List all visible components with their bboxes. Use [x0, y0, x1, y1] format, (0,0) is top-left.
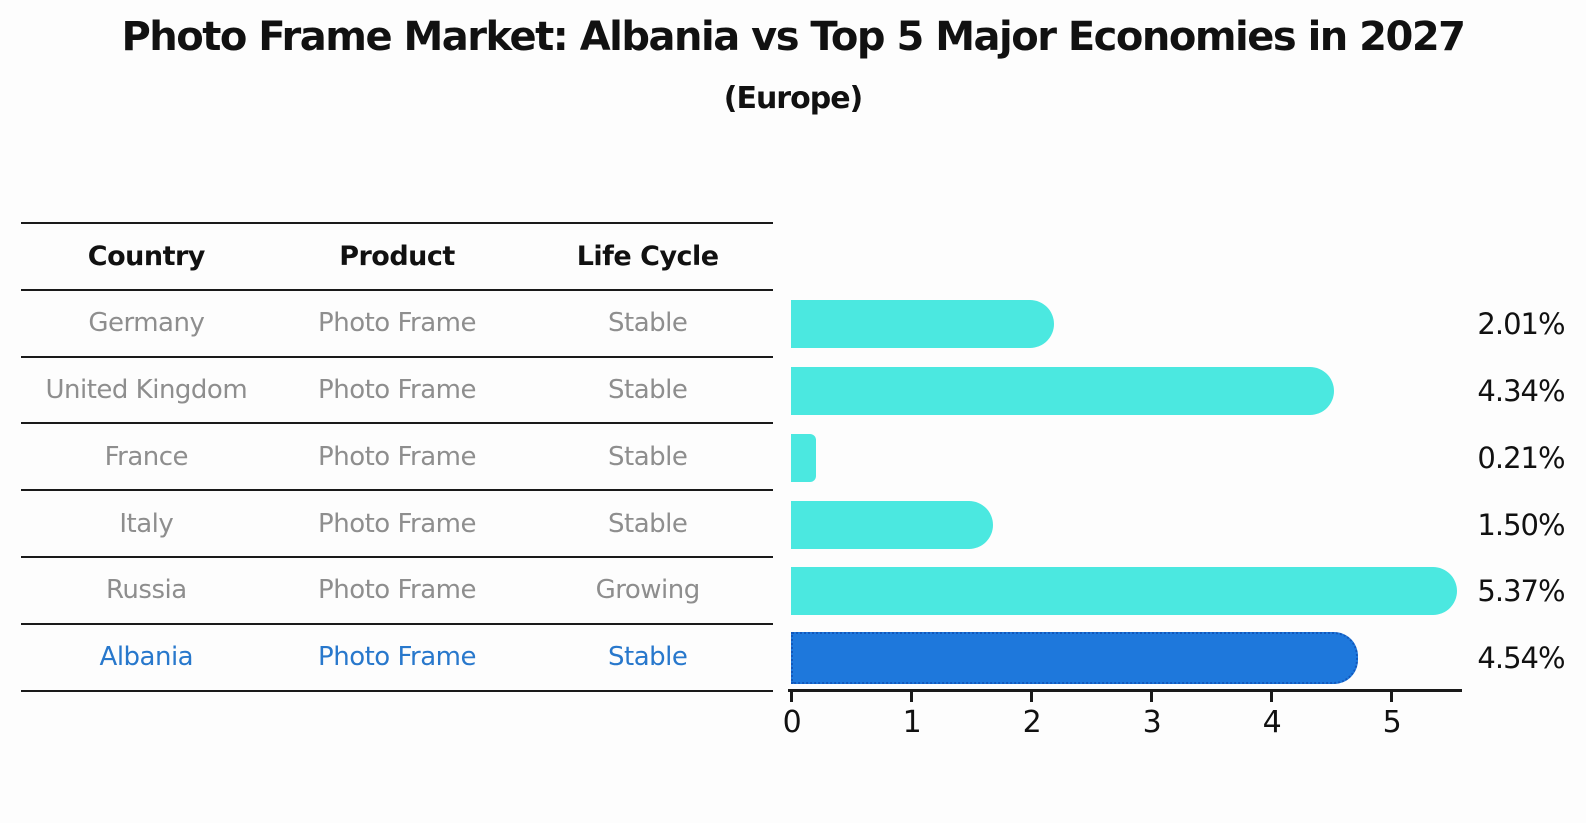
- table-row-albania: Albania Photo Frame Stable: [21, 625, 773, 692]
- bar-albania-highlighted: [791, 632, 1358, 685]
- bar-row: [791, 625, 1471, 692]
- table-row-italy: Italy Photo Frame Stable: [21, 491, 773, 558]
- value-label-russia: 5.37%: [1477, 574, 1565, 609]
- x-axis-tick: [1150, 692, 1154, 702]
- cell-life-cycle: Stable: [608, 374, 688, 405]
- market-table: Country Product Life Cycle Germany Photo…: [21, 222, 773, 692]
- cell-life-cycle: Stable: [608, 642, 688, 673]
- cell-country: United Kingdom: [45, 374, 248, 405]
- x-axis: 0 1 2 3 4 5: [783, 689, 1462, 749]
- column-header-country: Country: [87, 240, 206, 272]
- x-axis-tick-label: 2: [1022, 705, 1042, 740]
- cell-country: Italy: [119, 508, 174, 539]
- cell-life-cycle: Stable: [608, 508, 688, 539]
- bar-russia: [791, 567, 1458, 616]
- x-axis-tick-label: 3: [1142, 705, 1162, 740]
- cell-life-cycle: Stable: [608, 308, 688, 339]
- x-axis-tick-label: 4: [1262, 705, 1282, 740]
- value-label-albania: 4.54%: [1477, 641, 1565, 676]
- table-row-russia: Russia Photo Frame Growing: [21, 558, 773, 625]
- bar-row: [791, 491, 1471, 558]
- value-label-france: 0.21%: [1477, 440, 1565, 475]
- bar-germany: [791, 300, 1055, 349]
- cell-country: France: [104, 441, 189, 472]
- cell-country: Russia: [106, 575, 187, 606]
- bar-row: [791, 558, 1471, 625]
- cell-country: Albania: [99, 642, 194, 673]
- bar-row: [791, 291, 1471, 358]
- value-label-united-kingdom: 4.34%: [1477, 373, 1565, 408]
- bar-row: [791, 358, 1471, 425]
- cell-product: Photo Frame: [318, 308, 476, 339]
- x-axis-tick: [790, 692, 794, 702]
- column-header-product: Product: [339, 240, 455, 272]
- value-label-italy: 1.50%: [1477, 507, 1565, 542]
- x-axis-tick-label: 1: [902, 705, 922, 740]
- x-axis-tick: [1030, 692, 1034, 702]
- cell-product: Photo Frame: [318, 441, 476, 472]
- bar-chart: [791, 291, 1471, 692]
- table-header-row: Country Product Life Cycle: [21, 224, 773, 291]
- chart-subtitle: (Europe): [723, 81, 864, 116]
- x-axis-tick: [1390, 692, 1394, 702]
- table-row-germany: Germany Photo Frame Stable: [21, 291, 773, 358]
- x-axis-tick-label: 5: [1382, 705, 1402, 740]
- cell-product: Photo Frame: [318, 508, 476, 539]
- cell-product: Photo Frame: [318, 374, 476, 405]
- bar-row: [791, 424, 1471, 491]
- cell-country: Germany: [88, 308, 205, 339]
- x-axis-tick: [1270, 692, 1274, 702]
- table-row-united-kingdom: United Kingdom Photo Frame Stable: [21, 358, 773, 425]
- bar-italy: [791, 500, 993, 549]
- x-axis-tick-label: 0: [782, 705, 802, 740]
- cell-life-cycle: Growing: [595, 575, 701, 606]
- cell-product: Photo Frame: [318, 642, 476, 673]
- bar-united-kingdom: [791, 366, 1334, 415]
- bar-france: [791, 433, 817, 482]
- cell-product: Photo Frame: [318, 575, 476, 606]
- value-labels: 2.01% 4.34% 0.21% 1.50% 5.37% 4.54%: [1462, 291, 1580, 692]
- cell-life-cycle: Stable: [608, 441, 688, 472]
- value-label-germany: 2.01%: [1477, 307, 1565, 342]
- column-header-life-cycle: Life Cycle: [576, 240, 719, 272]
- x-axis-line: [788, 689, 1462, 692]
- table-row-france: France Photo Frame Stable: [21, 424, 773, 492]
- x-axis-tick: [910, 692, 914, 702]
- chart-title: Photo Frame Market: Albania vs Top 5 Maj…: [121, 14, 1466, 60]
